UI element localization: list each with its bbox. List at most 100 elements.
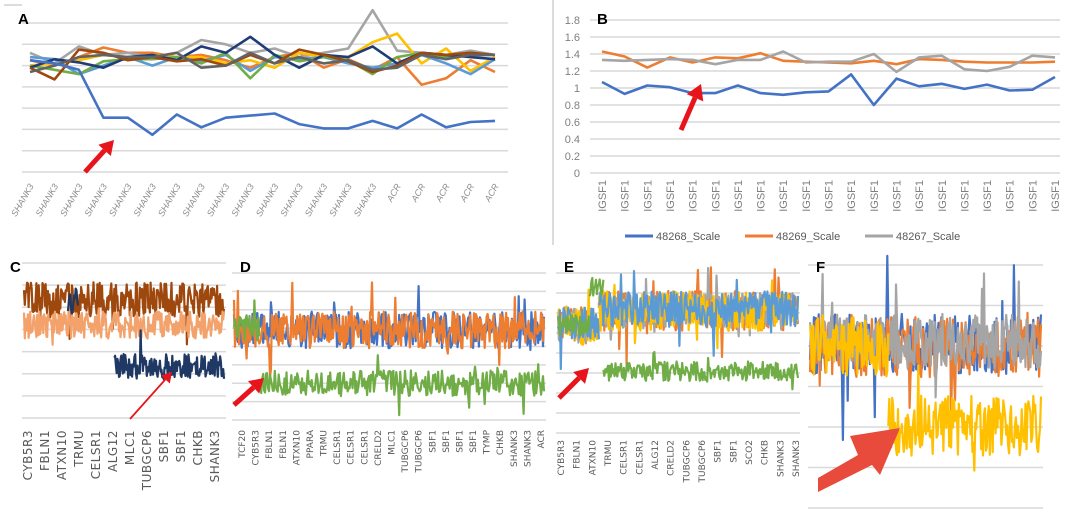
x-tick-label: SBF1 bbox=[714, 440, 724, 463]
red-arrow-d-head bbox=[247, 378, 264, 394]
x-tick-label: SHANK3 bbox=[180, 182, 207, 218]
y-tick-label: 0.8 bbox=[565, 100, 580, 112]
x-tick-label: CYB5R3 bbox=[557, 440, 567, 476]
x-tick-label: TUBGCP6 bbox=[698, 440, 708, 484]
x-tick-label: ACR bbox=[384, 182, 403, 205]
series-line-green bbox=[588, 276, 605, 297]
x-tick-label: IGSF1 bbox=[801, 180, 813, 212]
y-tick-label: 1.4 bbox=[565, 49, 580, 61]
x-tick-label: FBLN1 bbox=[265, 430, 275, 459]
x-tick-label: SHANK3 bbox=[523, 430, 533, 467]
x-tick-label: IGSF1 bbox=[914, 180, 926, 212]
x-tick-label: CHKB bbox=[761, 440, 771, 465]
x-tick-label: SHANK3 bbox=[208, 430, 222, 482]
x-tick-label: IGSF1 bbox=[937, 180, 949, 212]
x-tick-label: TRMU bbox=[72, 430, 86, 468]
x-tick-label: CHKB bbox=[191, 430, 205, 466]
x-tick-label: ATXN10 bbox=[292, 430, 302, 466]
series-line-orange bbox=[232, 281, 546, 379]
panel-b: IGSF1 IGSF1 IGSF1 IGSF1 IGSF1 IGSF1 IGSF1 IGSF1… bbox=[565, 15, 1062, 243]
x-tick-label: SBF1 bbox=[442, 430, 452, 453]
x-tick-label: TRMU bbox=[320, 430, 330, 457]
x-tick-label: IGSF1 bbox=[1027, 180, 1039, 212]
series-line-green bbox=[556, 314, 591, 336]
x-tick-label: TUBGCP6 bbox=[140, 430, 154, 491]
x-tick-label: IGSF1 bbox=[597, 180, 609, 212]
x-tick-label: IGSF1 bbox=[778, 180, 790, 212]
series-line-48267_Scale bbox=[601, 50, 1056, 74]
panel-letter-e: E bbox=[564, 259, 574, 276]
x-tick-label: ACR bbox=[482, 182, 501, 205]
x-tick-label: SHANK3 bbox=[510, 430, 520, 467]
series-line-yellow bbox=[808, 314, 890, 378]
x-tick-label: SHANK3 bbox=[205, 182, 232, 218]
x-tick-label: CELSR1 bbox=[347, 430, 357, 465]
x-tick-label: SHANK3 bbox=[792, 440, 802, 477]
legend-label: 48268_Scale bbox=[656, 231, 720, 243]
series-line-green bbox=[602, 350, 800, 391]
x-tick-label: ATXN10 bbox=[588, 440, 598, 476]
x-tick-label: IGSF1 bbox=[1050, 180, 1062, 212]
x-tick-label: SHANK3 bbox=[776, 440, 786, 477]
x-tick-label: IGSF1 bbox=[846, 180, 858, 212]
x-tick-label: FBLN1 bbox=[573, 440, 583, 469]
y-tick-label: 0.6 bbox=[565, 117, 580, 129]
panel-c: CYB5R3 FBLN1 ATXN10 TRMU CELSR1 ALG12 MLC1 TUBG… bbox=[21, 262, 226, 491]
x-tick-label: IGSF1 bbox=[869, 180, 881, 212]
x-tick-label: CYB5R3 bbox=[21, 430, 35, 480]
x-tick-label: TUBGCP6 bbox=[401, 430, 411, 474]
x-tick-label: SHANK3 bbox=[156, 182, 183, 218]
y-tick-label: 1.2 bbox=[565, 66, 580, 78]
red-arrow-e-head bbox=[573, 368, 589, 384]
x-tick-label: SBF1 bbox=[455, 430, 465, 453]
red-arrow-b-head bbox=[686, 84, 704, 102]
x-tick-label: IGSF1 bbox=[620, 180, 632, 212]
panel-e: CYB5R3 FBLN1 ATXN10 TRMU CELSR1 CELSR1 ALG12 CR… bbox=[556, 266, 802, 484]
panel-letter-d: D bbox=[240, 259, 251, 276]
x-tick-label: ACR bbox=[458, 182, 477, 205]
x-tick-label: TCF20 bbox=[238, 430, 248, 459]
x-tick-label: SHANK3 bbox=[131, 182, 158, 218]
x-tick-label: TRMU bbox=[604, 440, 614, 467]
y-tick-label: 1.6 bbox=[565, 32, 580, 44]
x-tick-label: CELSR1 bbox=[635, 440, 645, 475]
x-tick-label: IGSF1 bbox=[665, 180, 677, 212]
x-tick-label: SHANK3 bbox=[254, 182, 281, 218]
x-tick-label: IGSF1 bbox=[824, 180, 836, 212]
x-tick-label: IGSF1 bbox=[891, 180, 903, 212]
series-line-light-blue bbox=[597, 270, 800, 357]
panel-letter-c: C bbox=[10, 259, 21, 276]
red-arrow-d bbox=[232, 385, 256, 407]
x-tick-label: ATXN10 bbox=[55, 430, 69, 480]
panel-letter-a: A bbox=[18, 11, 29, 28]
series-line-green bbox=[258, 354, 546, 417]
x-tick-label: IGSF1 bbox=[688, 180, 700, 212]
x-tick-label: MLC1 bbox=[123, 430, 137, 465]
legend-label: 48269_Scale bbox=[776, 231, 840, 243]
y-tick-label: 0.2 bbox=[565, 151, 580, 163]
x-tick-label: ACR bbox=[537, 430, 547, 449]
x-tick-label: SCO2 bbox=[745, 440, 755, 465]
y-tick-label: 1.8 bbox=[565, 15, 580, 27]
x-tick-label: ACR bbox=[433, 182, 452, 205]
panel-f bbox=[808, 254, 1043, 509]
y-tick-label: 0 bbox=[574, 168, 580, 180]
series-line-dark-gray bbox=[29, 51, 495, 74]
x-tick-label: SHANK3 bbox=[229, 182, 256, 218]
series-line-yellow bbox=[887, 364, 1043, 472]
x-tick-label: MLC1 bbox=[388, 430, 398, 455]
x-tick-label: SBF1 bbox=[428, 430, 438, 453]
red-arrow-a-head bbox=[98, 140, 114, 157]
x-tick-label: SHANK3 bbox=[58, 182, 85, 218]
panel-letter-f: F bbox=[816, 259, 825, 276]
x-tick-label: CELSR1 bbox=[360, 430, 370, 465]
x-tick-label: SBF1 bbox=[157, 430, 171, 462]
x-tick-label: CELSR1 bbox=[333, 430, 343, 465]
x-tick-label: SHANK3 bbox=[303, 182, 330, 218]
series-line-light-orange bbox=[22, 298, 226, 346]
x-tick-label: FBLN1 bbox=[38, 430, 52, 471]
x-tick-label: SHANK3 bbox=[278, 182, 305, 218]
x-tick-label: CHKB bbox=[496, 430, 506, 455]
x-tick-label: SHANK3 bbox=[327, 182, 354, 218]
